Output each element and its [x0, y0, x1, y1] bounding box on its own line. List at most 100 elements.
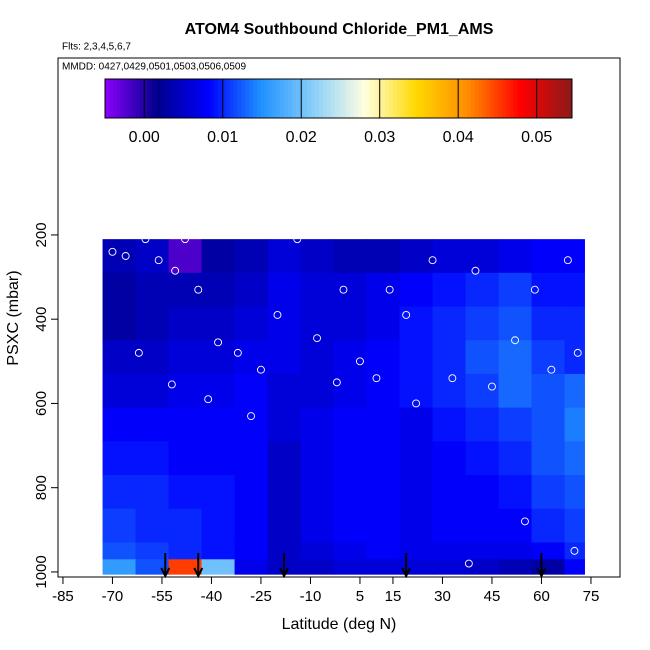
x-tick-label: 45 — [484, 588, 501, 605]
colorbar-slice — [361, 79, 367, 118]
sample-point — [412, 399, 421, 408]
colorbar-slice — [272, 79, 277, 118]
colorbar-slice — [307, 79, 312, 118]
heat-cell — [201, 239, 236, 274]
heat-cell — [399, 373, 434, 409]
heat-cell — [399, 475, 434, 510]
colorbar-slice — [147, 79, 153, 118]
sample-point — [547, 365, 556, 374]
heat-cell — [201, 373, 236, 409]
sample-point — [247, 412, 256, 421]
colorbar-slice — [486, 79, 491, 118]
heat-cell — [399, 542, 434, 560]
heat-cell — [399, 508, 434, 544]
y-tick-label: 400 — [33, 307, 50, 332]
sample-point — [464, 559, 473, 568]
colorbar-slice — [416, 79, 421, 118]
sample-point — [204, 395, 213, 404]
heat-cell — [366, 441, 401, 476]
colorbar-slice — [264, 79, 269, 118]
overlay: 0.00 0.01 0.02 0.03 0.04 0.05 — [104, 78, 582, 579]
colorbar-slice — [330, 79, 336, 118]
colorbar-slice — [108, 79, 114, 118]
heat-cell — [564, 441, 585, 476]
colorbar-slice — [291, 79, 297, 118]
heat-cell — [498, 272, 533, 308]
heat-cell — [564, 239, 585, 274]
heat-cell — [564, 475, 585, 510]
colorbar-slice — [322, 79, 328, 118]
colorbar-slice — [105, 79, 110, 118]
sample-point — [257, 365, 265, 374]
heat-cell — [300, 373, 335, 409]
sample-point — [108, 247, 117, 256]
heat-cell — [267, 441, 302, 476]
heat-cell — [366, 407, 401, 442]
heat-cell — [531, 407, 566, 442]
colorbar-slice — [342, 79, 347, 118]
colorbar-slice — [217, 79, 223, 118]
heat-cell — [399, 340, 434, 375]
colorbar-slice — [210, 79, 215, 118]
colorbar-slice — [221, 79, 227, 118]
colorbar-slice — [225, 79, 231, 118]
x-tick-label: 30 — [434, 588, 451, 605]
heat-cell — [531, 306, 566, 341]
sample-point — [154, 256, 163, 265]
arrow — [536, 553, 547, 579]
colorbar-slice — [412, 79, 417, 118]
heat-cell — [201, 559, 236, 575]
colorbar-slice — [556, 79, 561, 118]
colorbar-slice — [295, 79, 301, 118]
colorbar-slice — [319, 79, 324, 118]
heat-cell — [102, 475, 137, 510]
heat-cell — [333, 407, 368, 442]
heat-cell — [135, 542, 170, 560]
colorbar-slice — [140, 79, 145, 118]
colorbar-slice — [424, 79, 429, 118]
heat-cell — [465, 559, 500, 575]
heat-cell — [531, 373, 566, 409]
colorbar-slice — [533, 79, 538, 118]
sample-point — [488, 382, 496, 391]
colorbar-slice — [128, 79, 133, 118]
heat-cell — [300, 239, 335, 274]
colorbar-slice — [517, 79, 522, 118]
colorbar-slice — [198, 79, 203, 118]
colorbar-slice — [213, 79, 219, 118]
heat-cell — [234, 239, 269, 274]
heat-cell — [465, 441, 500, 476]
sample-point — [511, 336, 520, 345]
colorbar-slice — [482, 79, 487, 118]
x-tick-label: -70 — [102, 588, 124, 605]
heat-cell — [366, 306, 401, 341]
heat-cell — [300, 559, 335, 575]
heat-cell — [234, 272, 269, 308]
subtitle: Flts: 2,3,4,5,6,7 — [62, 42, 131, 53]
colorbar-slice — [552, 79, 557, 118]
heat-cell — [432, 508, 467, 544]
colorbar-slice — [525, 79, 530, 118]
colorbar-slice — [260, 79, 266, 118]
arrow-head — [160, 567, 171, 579]
heat-cell — [201, 441, 236, 476]
sample-point — [471, 266, 480, 275]
heat-cell — [102, 542, 137, 560]
annotation: MMDD: 0427,0429,0501,0503,0506,0509 — [62, 62, 246, 73]
heat-cell — [234, 306, 269, 341]
heat-cell — [432, 306, 467, 341]
heat-cell — [300, 542, 335, 560]
heat-cell — [531, 559, 566, 575]
heat-cell — [564, 407, 585, 442]
y-axis-label: PSXC (mbar) — [5, 270, 22, 365]
colorbar-slice — [392, 79, 398, 118]
colorbar-slice — [428, 79, 433, 118]
heat-cell — [333, 239, 368, 274]
colorbar-slice — [373, 79, 378, 118]
arrow-head — [279, 567, 289, 579]
heat-cell — [498, 441, 533, 476]
heat-cell — [531, 508, 566, 544]
colorbar-slice — [505, 79, 511, 118]
colorbar-slice — [431, 79, 437, 118]
heat-cell — [135, 559, 170, 575]
